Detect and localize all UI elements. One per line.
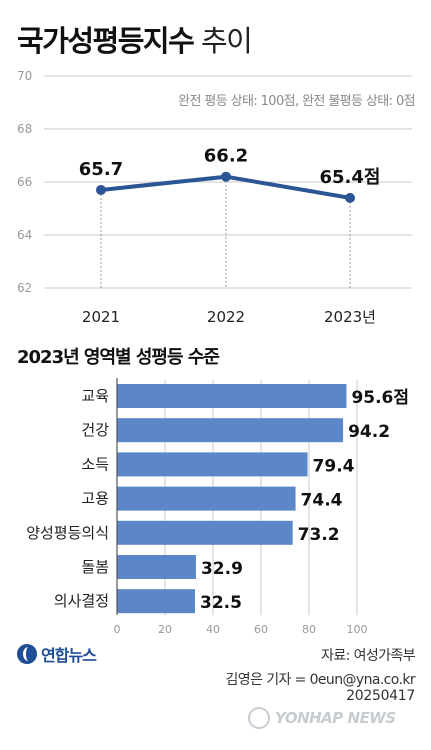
source-text: 자료: 여성가족부: [321, 648, 416, 664]
line-chart: 62 64 66 68 70 2021 2022 2023년 65.7 66.2 65.4점: [17, 69, 412, 326]
bar-category-label: 의사결정: [54, 592, 109, 610]
bar-value-label: 73.2: [298, 525, 340, 545]
line-x-tick-label: 2023년: [324, 308, 376, 326]
line-point: [345, 192, 355, 203]
credit-text: 김영은 기자 = 0eun@yna.co.kr: [225, 672, 416, 688]
bar: [117, 418, 344, 443]
bar-category-label: 소득: [81, 455, 109, 473]
bar-x-tick-label: 100: [347, 623, 368, 636]
watermark: YONHAP NEWS: [248, 707, 396, 729]
line-value-label: 65.7: [79, 159, 123, 180]
bar: [117, 589, 195, 614]
bar: [117, 555, 196, 579]
bar-chart-title: 2023년 영역별 성평등 수준: [17, 347, 220, 368]
bar-x-tick-label: 40: [206, 623, 220, 636]
bar: [117, 452, 308, 477]
chart-title: 국가성평등지수 추이: [17, 18, 253, 60]
line-y-tick-label: 68: [17, 122, 32, 136]
bar-category-label: 건강: [81, 421, 109, 439]
line-y-tick-label: 62: [17, 281, 32, 295]
line-value-label: 66.2: [204, 146, 248, 167]
line-y-tick-label: 64: [17, 228, 32, 242]
scale-note: 완전 평등 상태: 100점, 완전 불평등 상태: 0점: [178, 94, 416, 109]
bar: [117, 520, 293, 545]
yonhap-logo: 연합뉴스: [17, 642, 97, 666]
bar-value-label: 94.2: [348, 422, 390, 442]
bar-category-label: 고용: [81, 490, 109, 508]
line-y-tick-label: 66: [17, 175, 32, 189]
bar-value-label: 79.4: [313, 456, 355, 476]
chart-title-main: 국가성평등지수: [17, 24, 195, 58]
yonhap-logo-text: 연합뉴스: [41, 646, 97, 665]
bar-value-label: 32.9: [201, 559, 243, 579]
bar-x-tick-label: 20: [158, 623, 172, 636]
line-x-tick-label: 2022: [207, 308, 245, 326]
line-y-tick-label: 70: [17, 69, 32, 83]
bar: [117, 384, 347, 408]
bar-x-tick-label: 0: [114, 623, 121, 636]
line-x-tick-label: 2021: [82, 308, 120, 326]
bar-category-label: 교육: [81, 387, 109, 405]
bar-value-label: 74.4: [301, 491, 343, 511]
line-point: [96, 184, 106, 195]
bar: [117, 486, 296, 511]
yonhap-logo-icon: [17, 644, 37, 664]
bar-category-label: 돌봄: [81, 558, 109, 576]
bar-category-label: 양성평등의식: [26, 524, 109, 542]
bar-value-label: 95.6점: [351, 388, 409, 408]
bar-x-tick-label: 60: [254, 623, 268, 636]
watermark-icon: [248, 707, 270, 729]
watermark-text: YONHAP NEWS: [275, 709, 396, 727]
bar-value-label: 32.5: [200, 593, 242, 613]
chart-title-sub: 추이: [200, 24, 253, 58]
line-point: [221, 171, 231, 182]
bar-x-tick-label: 80: [302, 623, 316, 636]
line-value-label: 65.4점: [320, 167, 381, 188]
date-text: 20250417: [346, 688, 415, 704]
